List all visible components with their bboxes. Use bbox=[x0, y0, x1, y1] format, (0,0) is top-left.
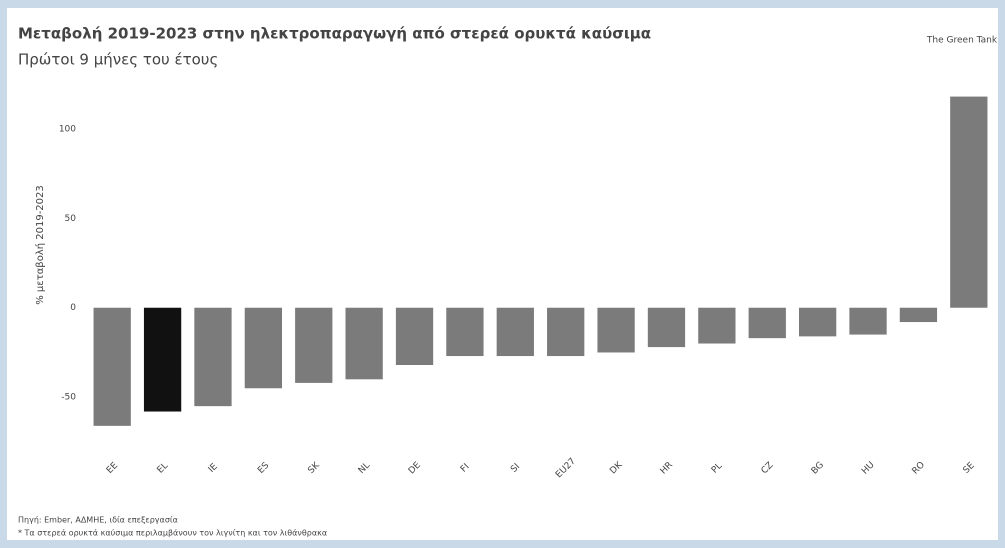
y-tick-label: 100 bbox=[59, 124, 76, 134]
chart-title: Μεταβολή 2019-2023 στην ηλεκτροπαραγωγή … bbox=[18, 25, 651, 43]
y-tick-label: -50 bbox=[61, 393, 76, 403]
bar bbox=[446, 307, 484, 357]
bar bbox=[395, 307, 434, 365]
bar bbox=[143, 307, 182, 412]
bar bbox=[950, 96, 988, 308]
bar bbox=[194, 307, 232, 407]
note: * Τα στερεά ορυκτά καύσιμα περιλαμβάνουν… bbox=[18, 528, 327, 538]
bar bbox=[698, 307, 736, 344]
bar bbox=[93, 307, 131, 426]
y-axis-label: % μεταβολή 2019-2023 bbox=[34, 185, 46, 305]
y-tick-label: 0 bbox=[70, 303, 76, 313]
bar bbox=[496, 307, 534, 357]
bar bbox=[647, 307, 686, 348]
bar bbox=[547, 307, 585, 357]
bar bbox=[899, 307, 938, 323]
bar bbox=[748, 307, 786, 339]
bar bbox=[295, 307, 333, 383]
bar bbox=[849, 307, 887, 335]
source: Πηγή: Ember, ΑΔΜΗΕ, ιδία επεξεργασία bbox=[18, 516, 178, 525]
bar bbox=[597, 307, 635, 353]
y-tick-label: 50 bbox=[65, 214, 77, 224]
logo: The Green Tank bbox=[926, 36, 998, 46]
bar bbox=[798, 307, 837, 337]
chart-subtitle: Πρώτοι 9 μήνες του έτους bbox=[18, 51, 218, 69]
panel bbox=[7, 8, 998, 540]
bar bbox=[345, 307, 383, 380]
bar bbox=[244, 307, 283, 389]
